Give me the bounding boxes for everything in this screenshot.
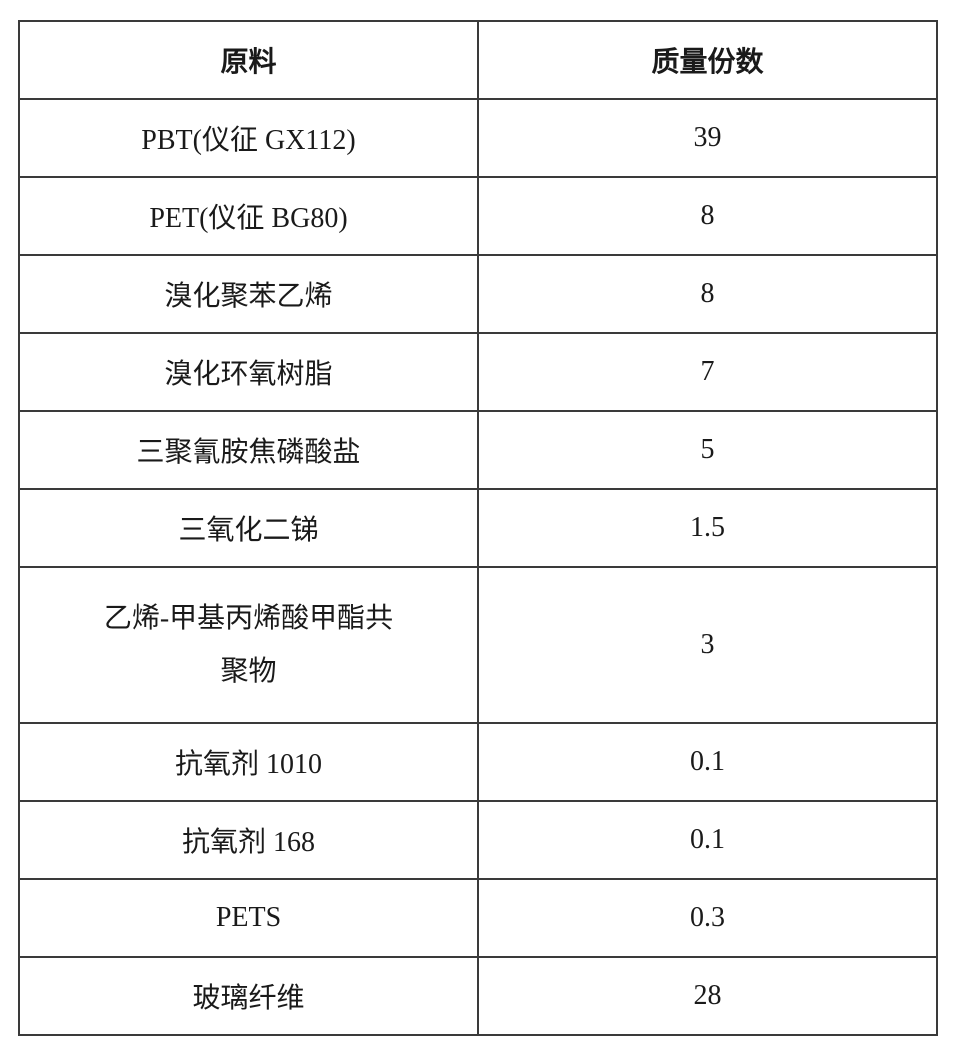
table-row: 抗氧剂 168 0.1 — [19, 801, 937, 879]
table-body: PBT(仪征 GX112) 39 PET(仪征 BG80) 8 溴化聚苯乙烯 8… — [19, 99, 937, 1035]
ingredients-table: 原料 质量份数 PBT(仪征 GX112) 39 PET(仪征 BG80) 8 … — [18, 20, 938, 1036]
value-cell: 0.1 — [478, 801, 937, 879]
table-row: 抗氧剂 1010 0.1 — [19, 723, 937, 801]
table-header-row: 原料 质量份数 — [19, 21, 937, 99]
value-cell: 1.5 — [478, 489, 937, 567]
material-cell: 三氧化二锑 — [19, 489, 478, 567]
material-cell: PET(仪征 BG80) — [19, 177, 478, 255]
table-row: 三氧化二锑 1.5 — [19, 489, 937, 567]
table-row: 三聚氰胺焦磷酸盐 5 — [19, 411, 937, 489]
material-cell: PBT(仪征 GX112) — [19, 99, 478, 177]
material-cell: 溴化聚苯乙烯 — [19, 255, 478, 333]
material-cell: 玻璃纤维 — [19, 957, 478, 1035]
value-cell: 0.1 — [478, 723, 937, 801]
col-header-material: 原料 — [19, 21, 478, 99]
material-cell: PETS — [19, 879, 478, 957]
table-row: PET(仪征 BG80) 8 — [19, 177, 937, 255]
value-cell: 7 — [478, 333, 937, 411]
ingredients-table-container: 原料 质量份数 PBT(仪征 GX112) 39 PET(仪征 BG80) 8 … — [18, 20, 938, 1036]
value-cell: 28 — [478, 957, 937, 1035]
material-cell: 抗氧剂 168 — [19, 801, 478, 879]
material-cell: 三聚氰胺焦磷酸盐 — [19, 411, 478, 489]
table-row: 乙烯-甲基丙烯酸甲酯共聚物 3 — [19, 567, 937, 723]
material-cell: 抗氧剂 1010 — [19, 723, 478, 801]
value-cell: 5 — [478, 411, 937, 489]
col-header-mass: 质量份数 — [478, 21, 937, 99]
table-row: 玻璃纤维 28 — [19, 957, 937, 1035]
material-cell: 乙烯-甲基丙烯酸甲酯共聚物 — [19, 567, 478, 723]
table-row: 溴化聚苯乙烯 8 — [19, 255, 937, 333]
value-cell: 0.3 — [478, 879, 937, 957]
table-row: PETS 0.3 — [19, 879, 937, 957]
table-row: PBT(仪征 GX112) 39 — [19, 99, 937, 177]
value-cell: 39 — [478, 99, 937, 177]
table-row: 溴化环氧树脂 7 — [19, 333, 937, 411]
material-cell: 溴化环氧树脂 — [19, 333, 478, 411]
value-cell: 8 — [478, 255, 937, 333]
value-cell: 3 — [478, 567, 937, 723]
value-cell: 8 — [478, 177, 937, 255]
